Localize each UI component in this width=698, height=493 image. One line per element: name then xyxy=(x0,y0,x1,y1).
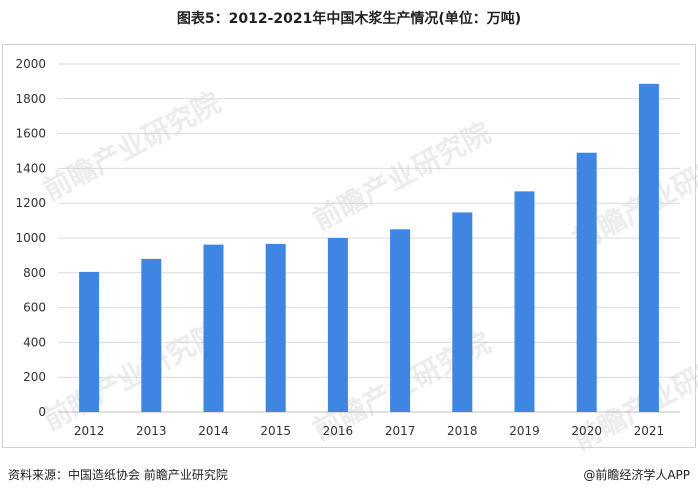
x-tick-label: 2018 xyxy=(447,424,478,438)
y-tick-label: 600 xyxy=(23,301,46,315)
y-tick-label: 2000 xyxy=(15,57,46,71)
x-tick-label: 2012 xyxy=(74,424,105,438)
y-tick-label: 200 xyxy=(23,370,46,384)
y-tick-label: 800 xyxy=(23,266,46,280)
bar xyxy=(141,258,162,412)
chart-title: 图表5：2012-2021年中国木浆生产情况(单位：万吨) xyxy=(176,11,522,27)
x-tick-label: 2021 xyxy=(634,424,665,438)
bar xyxy=(514,191,535,412)
y-tick-label: 1400 xyxy=(15,161,46,175)
x-tick-label: 2020 xyxy=(571,424,602,438)
credit-note: @前瞻经济学人APP xyxy=(583,468,690,482)
bar xyxy=(327,238,348,412)
bar xyxy=(452,212,473,412)
chart-frame: 前瞻产业研究院 前瞻产业研究院 前瞻产业研究院 前瞻产业研究院 前瞻产业研究院 … xyxy=(2,44,698,457)
bar xyxy=(79,271,100,412)
x-tick-label: 2017 xyxy=(385,424,416,438)
x-tick-label: 2019 xyxy=(509,424,540,438)
y-tick-label: 400 xyxy=(23,335,46,349)
y-tick-label: 1600 xyxy=(15,127,46,141)
source-note: 资料来源：中国造纸协会 前瞻产业研究院 xyxy=(8,468,228,482)
bar xyxy=(265,243,286,412)
x-tick-label: 2015 xyxy=(260,424,291,438)
y-tick-label: 1200 xyxy=(15,196,46,210)
bar xyxy=(576,152,597,413)
y-tick-label: 1000 xyxy=(15,231,46,245)
bar xyxy=(390,229,411,412)
bar xyxy=(638,83,659,412)
x-tick-label: 2013 xyxy=(136,424,167,438)
y-tick-label: 0 xyxy=(38,405,46,419)
x-tick-label: 2016 xyxy=(323,424,354,438)
x-tick-label: 2014 xyxy=(198,424,229,438)
bar xyxy=(203,244,224,412)
y-tick-label: 1800 xyxy=(15,92,46,106)
